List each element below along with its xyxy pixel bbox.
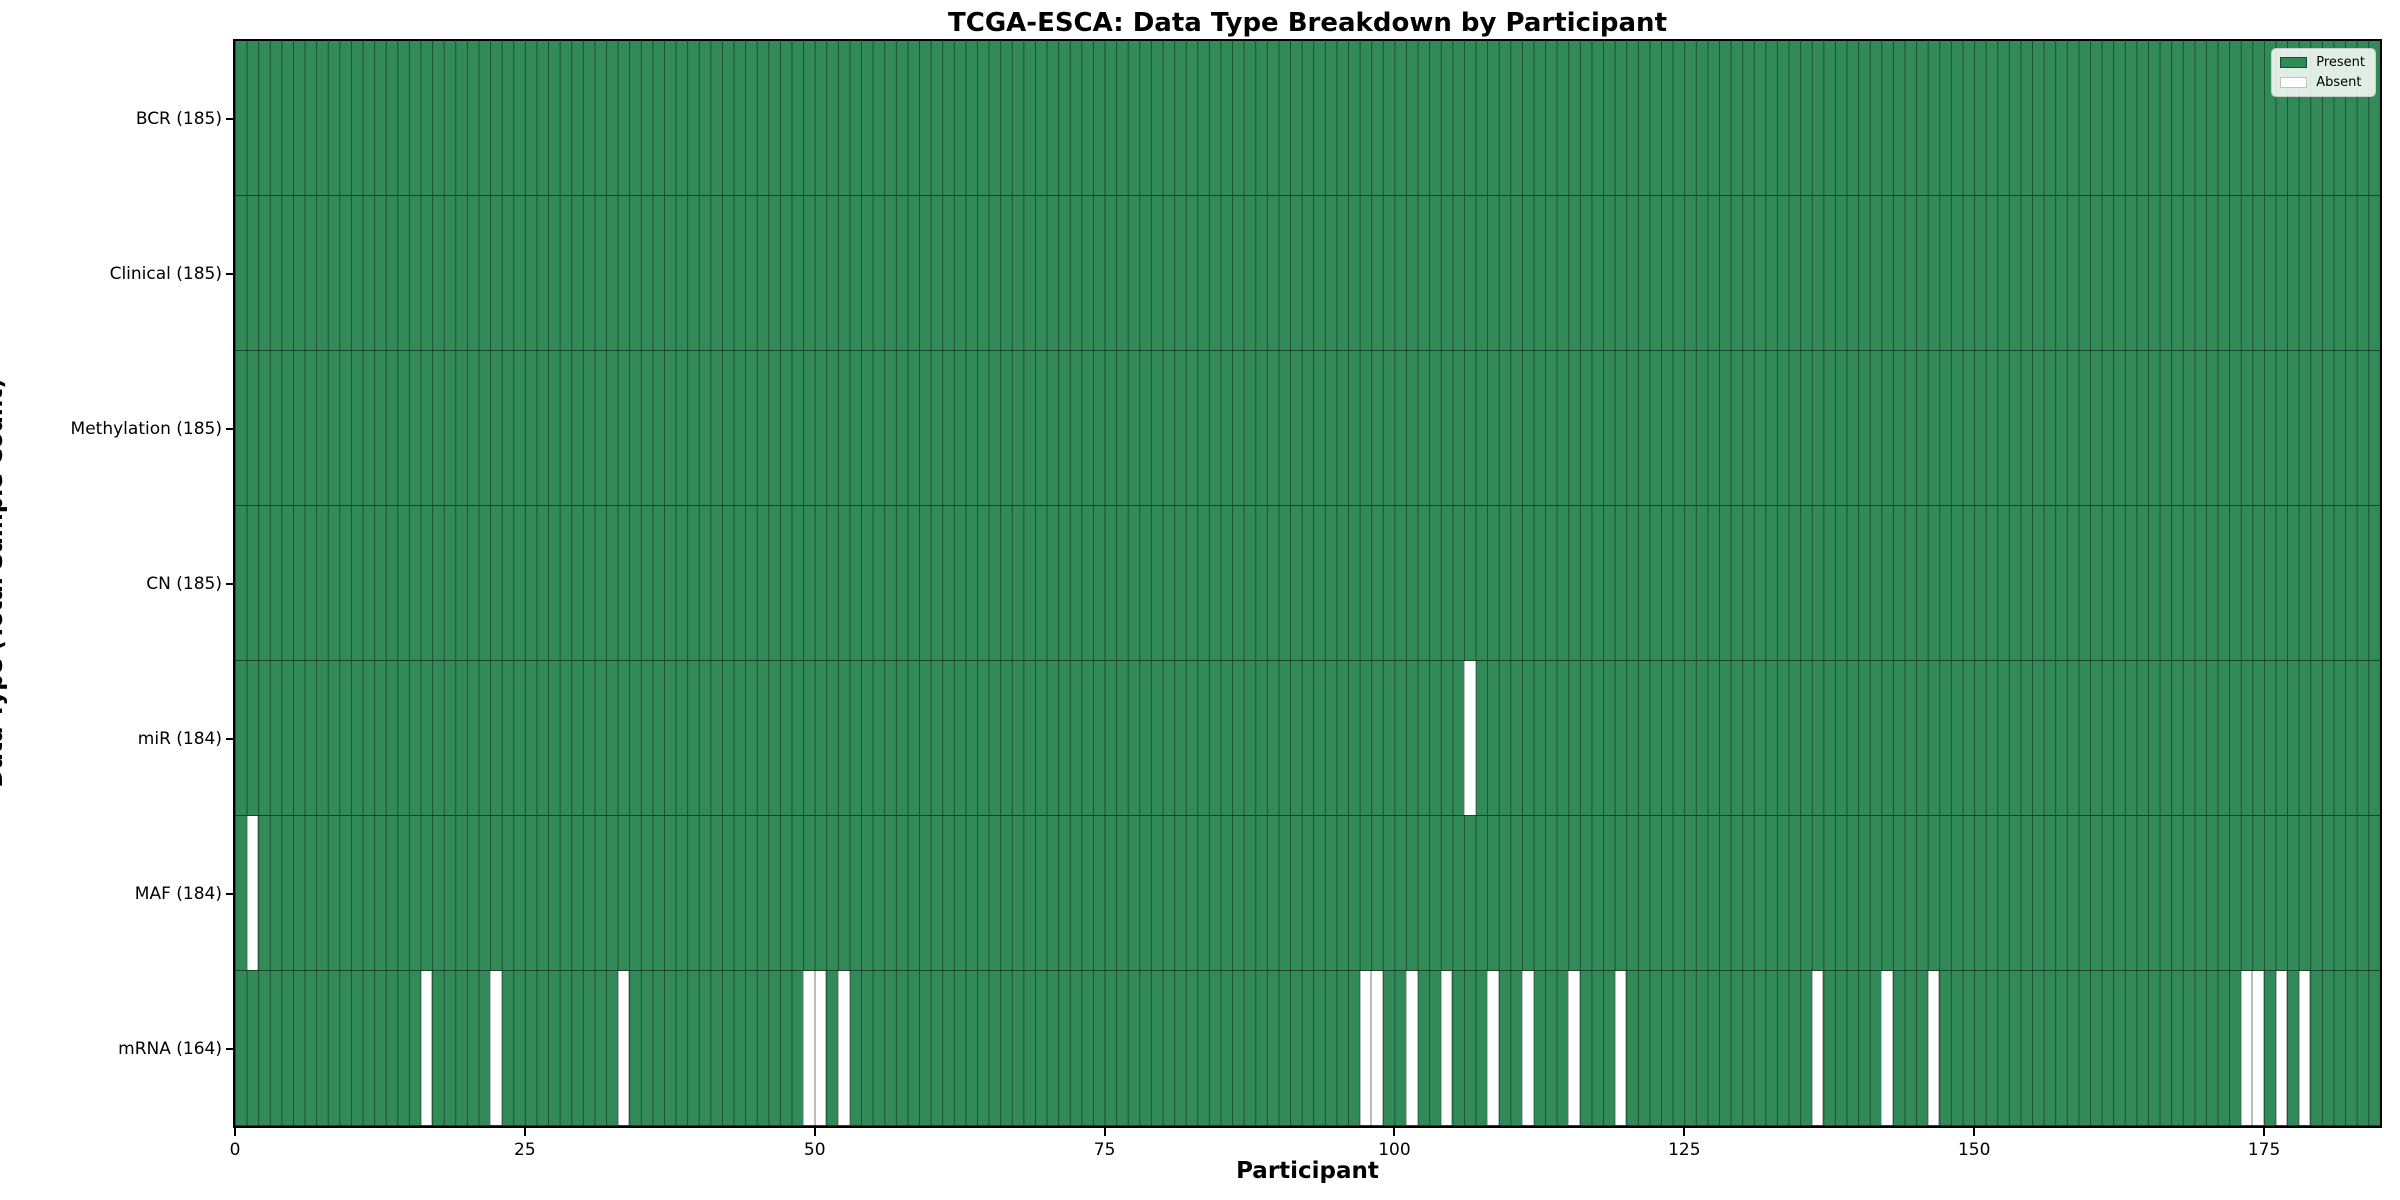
x-tick-label: 100 [1378,1140,1411,1160]
y-tick-label-BCR: BCR (185) [135,108,222,129]
heatmap-row-BCR [235,41,2380,196]
x-tick-label: 125 [1668,1140,1701,1160]
x-axis-title: Participant [1236,1158,1379,1184]
y-tick-mark [226,582,234,585]
heatmap-row-CN [235,506,2380,661]
absent-cell [420,971,433,1125]
x-tick-label: 150 [1957,1140,1991,1160]
y-tick-label-MAF: MAF (184) [134,883,222,904]
y-tick-label-miR: miR (184) [137,728,222,749]
absent-cell [837,971,850,1125]
y-tick-mark [226,272,234,275]
absent-cell [2240,971,2253,1125]
y-tick-mark [226,1047,234,1050]
y-tick-mark [226,737,234,740]
x-tick-mark [813,1128,816,1136]
absent-cell [2275,971,2288,1125]
x-tick-label: 75 [1093,1140,1116,1160]
y-tick-mark [226,427,234,430]
heatmap-row-Clinical [235,196,2380,351]
legend-label: Present [2316,55,2365,70]
absent-cell [617,971,630,1125]
legend-item-present: Present [2280,56,2365,69]
heatmap-row-Methylation [235,351,2380,506]
absent-cell [490,971,502,1125]
chart-title: TCGA-ESCA: Data Type Breakdown by Partic… [948,8,1667,38]
x-tick-label: 50 [803,1140,826,1160]
absent-cell [1487,971,1499,1125]
x-tick-mark [1103,1128,1106,1136]
x-tick-mark [234,1128,236,1136]
absent-cell [1568,971,1580,1125]
absent-cell [1440,971,1453,1125]
y-tick-mark [226,117,234,120]
absent-cell [1614,971,1627,1125]
absent-cell [1927,971,1940,1125]
y-tick-label-Methylation: Methylation (185) [70,418,222,439]
legend: Present Absent [2271,48,2376,97]
legend-swatch-present-icon [2280,57,2308,68]
heatmap-row-miR [235,661,2380,816]
absent-cell [803,971,815,1125]
x-tick-label: 175 [2247,1140,2281,1160]
x-tick-mark [523,1128,526,1136]
x-tick-mark [1683,1128,1686,1136]
heatmap-row-MAF [235,816,2380,971]
absent-cell [2298,971,2311,1125]
y-tick-label-CN: CN (185) [146,573,222,594]
heatmap-row-mRNA [235,971,2380,1126]
legend-label: Absent [2316,75,2362,90]
absent-cell [1464,661,1476,815]
y-tick-label-mRNA: mRNA (164) [118,1038,222,1059]
x-tick-mark [1973,1128,1976,1136]
x-tick-mark [1393,1128,1396,1136]
absent-cell [1522,971,1534,1125]
absent-cell [1811,971,1824,1125]
absent-cell [1406,971,1418,1125]
x-tick-mark [2263,1128,2266,1136]
legend-item-absent: Absent [2280,76,2365,89]
absent-cell [2252,971,2265,1125]
plot-area: Present Absent [233,39,2382,1128]
legend-swatch-absent-icon [2280,77,2308,88]
y-tick-label-Clinical: Clinical (185) [109,263,222,284]
absent-cell [1881,971,1894,1125]
absent-cell [1371,971,1383,1125]
x-tick-label: 0 [229,1140,241,1160]
y-tick-mark [226,892,234,895]
absent-cell [814,971,827,1125]
x-tick-label: 25 [514,1140,536,1160]
absent-cell [1359,971,1372,1125]
absent-cell [246,816,259,970]
